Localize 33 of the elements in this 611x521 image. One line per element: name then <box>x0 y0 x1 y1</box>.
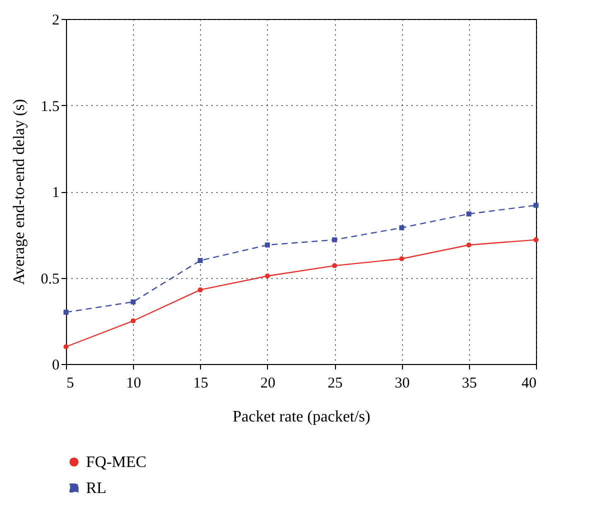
point <box>264 242 270 248</box>
x-axis-title: Packet rate (packet/s) <box>232 408 370 426</box>
y-tick-label: 1 <box>52 185 60 201</box>
point <box>399 225 404 230</box>
point <box>534 237 538 242</box>
point <box>332 263 338 268</box>
x-tick-label: 15 <box>193 376 208 392</box>
point <box>332 237 338 242</box>
x-tick-label: 25 <box>328 376 343 392</box>
point <box>466 211 472 216</box>
x-tick-label: 20 <box>260 376 276 392</box>
x-tick-label: 5 <box>66 376 74 392</box>
x-tick-label: 10 <box>126 376 142 392</box>
y-tick-label: 0.5 <box>40 271 60 288</box>
y-tick-label: 0 <box>52 358 60 374</box>
x-tick-label: 30 <box>394 376 410 392</box>
legend-label: FQ-MEC <box>86 454 146 471</box>
point <box>198 287 203 292</box>
y-tick-label: 2 <box>52 12 60 28</box>
point <box>130 318 136 324</box>
x-tick-label: 40 <box>522 376 536 392</box>
x-tick-label: 35 <box>462 376 477 392</box>
point <box>130 299 136 304</box>
point <box>64 310 68 315</box>
point <box>264 274 270 279</box>
point <box>64 344 68 350</box>
point <box>399 256 404 262</box>
point <box>198 258 203 263</box>
point <box>534 202 538 208</box>
y-tick-label: 1.5 <box>40 98 60 115</box>
point <box>466 242 472 248</box>
legend-label: RL <box>86 480 106 497</box>
y-axis-title: Average end-to-end delay (s) <box>10 99 28 285</box>
